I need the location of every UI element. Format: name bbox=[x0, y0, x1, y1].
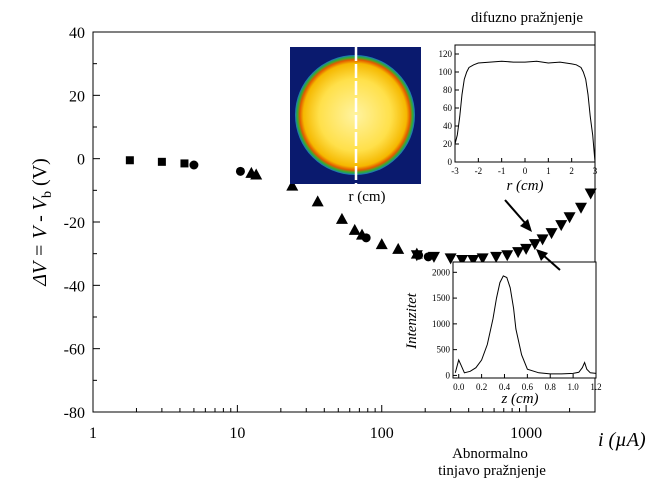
radial-profile-inset: -3 -2 -1 0 1 2 3 0 20 40 60 80 100 120 r (cm) bbox=[439, 44, 598, 194]
data-point-triangle-down bbox=[528, 239, 541, 251]
inset-x-tick-label: 0.4 bbox=[499, 382, 511, 392]
inset-y-tick-label: 60 bbox=[443, 103, 453, 113]
data-point-triangle-down bbox=[410, 250, 423, 262]
data-point-square bbox=[125, 156, 134, 165]
data-point-triangle-down bbox=[536, 234, 549, 246]
y-tick-label: -20 bbox=[64, 215, 85, 232]
inset-y-tick-label: 120 bbox=[439, 49, 453, 59]
data-point-triangle-up bbox=[392, 242, 405, 254]
main-data-points bbox=[125, 156, 597, 266]
axial-plot-frame bbox=[452, 261, 597, 379]
inset-x-tick-label: 0.8 bbox=[545, 382, 557, 392]
data-point-triangle-up bbox=[348, 223, 361, 235]
inset-y-tick-label: 40 bbox=[443, 121, 453, 131]
inset-y-tick-label: 1500 bbox=[432, 293, 451, 303]
data-point-triangle-down bbox=[467, 255, 480, 266]
inset-x-tick-label: -2 bbox=[475, 166, 483, 176]
axial-x-axis-label: z (cm) bbox=[500, 391, 538, 407]
inset-x-tick-label: -3 bbox=[451, 166, 459, 176]
inset-y-tick-label: 2000 bbox=[432, 267, 451, 277]
inset-x-tick-label: 1.0 bbox=[567, 382, 579, 392]
data-point-square bbox=[157, 157, 166, 166]
x-tick-label: 100 bbox=[370, 425, 394, 442]
inset-x-tick-label: -1 bbox=[498, 166, 506, 176]
inset-y-tick-label: 80 bbox=[443, 85, 453, 95]
inset-x-tick-label: 0.6 bbox=[522, 382, 534, 392]
data-point-triangle-down bbox=[512, 247, 525, 259]
inset-y-tick-label: 1000 bbox=[432, 319, 451, 329]
data-point-triangle-down bbox=[563, 212, 576, 224]
arrow-diffuse-shaft bbox=[504, 199, 527, 225]
annotation-arrows bbox=[504, 199, 561, 271]
x-tick-label: 1 bbox=[89, 425, 97, 442]
data-point-triangle-down bbox=[545, 228, 558, 240]
inset-x-tick-label: 1.2 bbox=[590, 382, 601, 392]
y-tick-label: -40 bbox=[64, 278, 85, 295]
data-point-triangle-down bbox=[427, 251, 440, 263]
data-point-triangle-down bbox=[456, 255, 469, 266]
inset-x-tick-label: 3 bbox=[593, 166, 598, 176]
discharge-image-inset: r (cm) bbox=[290, 47, 421, 205]
annotation-diffuse: difuzno pražnjenje bbox=[471, 10, 583, 26]
main-x-axis-label: i (µA) bbox=[598, 429, 646, 451]
y-axis-label-main: ΔV = V - V bbox=[29, 195, 51, 287]
data-point-triangle-down bbox=[575, 202, 588, 214]
axial-axis-ticks: 0.0 0.2 0.4 0.6 0.8 1.0 1.2 0 500 1000 1500 2000 bbox=[432, 267, 602, 392]
data-point-circle bbox=[189, 160, 199, 170]
inset-y-tick-label: 100 bbox=[439, 67, 453, 77]
arrow-diffuse-head bbox=[520, 219, 532, 232]
data-point-circle bbox=[235, 166, 245, 176]
inset-y-tick-label: 0 bbox=[448, 157, 453, 167]
image-x-axis-label: r (cm) bbox=[348, 189, 385, 205]
data-point-triangle-up bbox=[250, 168, 263, 180]
arrow-abnormal-shaft bbox=[542, 254, 561, 271]
y-tick-label: -80 bbox=[64, 405, 85, 422]
radial-plot-frame bbox=[454, 44, 596, 163]
y-axis-label-subscript: b bbox=[40, 191, 55, 198]
y-tick-label: -60 bbox=[64, 342, 85, 359]
main-y-axis-label: ΔV = V - Vb (V) bbox=[29, 158, 55, 287]
inset-x-tick-label: 0.0 bbox=[453, 382, 465, 392]
arrow-abnormal-head bbox=[536, 249, 548, 261]
y-tick-label: 0 bbox=[77, 152, 85, 169]
axial-profile-inset: 0.0 0.2 0.4 0.6 0.8 1.0 1.2 0 500 1000 1500 2000 z … bbox=[404, 261, 602, 407]
data-point-triangle-down bbox=[584, 188, 597, 200]
inset-x-tick-label: 1 bbox=[546, 166, 551, 176]
inset-y-tick-label: 20 bbox=[443, 139, 453, 149]
annotation-abnormal-line1: Abnormalno bbox=[452, 446, 528, 462]
data-point-triangle-down bbox=[520, 243, 533, 255]
y-tick-label: 20 bbox=[69, 88, 85, 105]
data-point-square bbox=[180, 159, 189, 168]
annotation-abnormal-line2: tinjavo pražnjenje bbox=[438, 463, 546, 479]
data-point-triangle-up bbox=[311, 195, 324, 207]
inset-x-tick-label: 0 bbox=[523, 166, 528, 176]
radial-profile-line bbox=[454, 60, 596, 163]
data-point-triangle-down bbox=[444, 253, 457, 265]
x-tick-label: 1000 bbox=[510, 425, 542, 442]
y-tick-label: 40 bbox=[69, 25, 85, 42]
inset-x-tick-label: 0.2 bbox=[476, 382, 487, 392]
radial-x-axis-label: r (cm) bbox=[506, 178, 543, 194]
data-point-triangle-down bbox=[476, 253, 489, 265]
y-axis-label-unit: (V) bbox=[29, 158, 51, 191]
inset-y-tick-label: 500 bbox=[437, 345, 451, 355]
radial-axis-ticks: -3 -2 -1 0 1 2 3 0 20 40 60 80 100 120 bbox=[439, 49, 598, 176]
x-tick-label: 10 bbox=[229, 425, 245, 442]
inset-y-tick-label: 0 bbox=[446, 370, 451, 380]
data-point-triangle-up bbox=[375, 238, 388, 250]
data-point-triangle-down bbox=[501, 250, 514, 262]
data-point-triangle-up bbox=[356, 228, 369, 240]
axial-y-axis-label: Intenzitet bbox=[404, 292, 420, 350]
axial-profile-line bbox=[454, 275, 597, 375]
data-point-triangle-up bbox=[335, 212, 348, 224]
data-point-triangle-down bbox=[490, 251, 503, 263]
data-point-triangle-up bbox=[286, 179, 299, 191]
inset-x-tick-label: 2 bbox=[569, 166, 574, 176]
data-point-triangle-down bbox=[555, 220, 568, 232]
